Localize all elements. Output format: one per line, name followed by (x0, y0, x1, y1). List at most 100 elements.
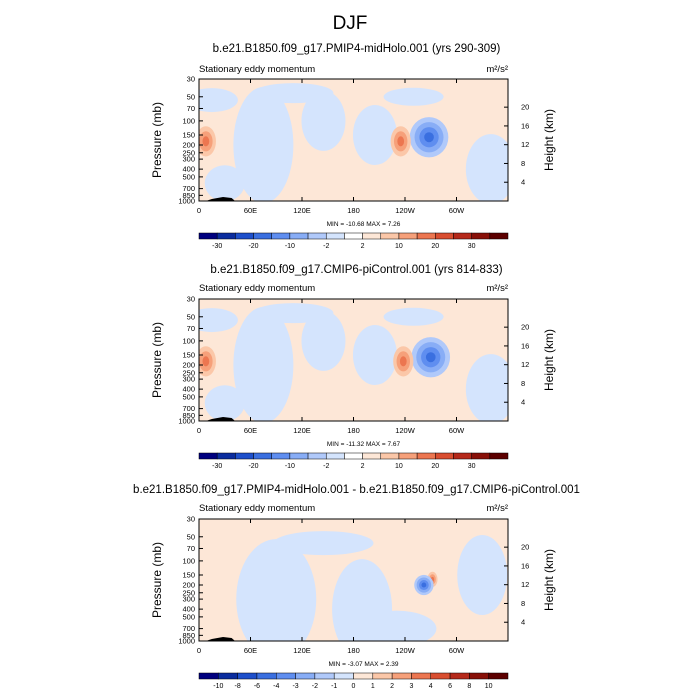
y2-tick-label: 4 (521, 398, 525, 407)
x-tick-label: 120W (395, 206, 416, 215)
y-tick-label: 70 (187, 324, 195, 333)
contour-field (199, 519, 508, 641)
y-tick-label: 50 (187, 92, 195, 101)
colorbar-swatch (314, 672, 335, 680)
y-axis-label: Pressure (mb) (150, 322, 164, 398)
y-tick-label: 250 (182, 368, 195, 377)
colorbar-swatch (198, 672, 219, 680)
y-tick-label: 30 (187, 515, 195, 524)
negative-region (332, 559, 393, 641)
colorbar-label: 8 (467, 683, 471, 690)
colorbar-label: -2 (323, 463, 329, 470)
negative-region (356, 610, 437, 641)
colorbar-swatch (333, 672, 354, 680)
negative-region (204, 385, 245, 421)
colorbar: -10 -8 -6 -4 -3 -2 -1 0 1 2 3 4 6 8 10 (198, 672, 509, 690)
colorbar-swatch (216, 452, 236, 460)
colorbar-label: 30 (468, 463, 476, 470)
colorbar-label: -20 (248, 463, 258, 470)
colorbar-swatch (325, 452, 345, 460)
x-tick-label: 180 (347, 426, 360, 435)
colorbar-label: -30 (212, 243, 222, 250)
x-tick-label: 0 (197, 646, 201, 655)
x-tick-label: 0 (197, 426, 201, 435)
y-tick-label: 70 (187, 104, 195, 113)
panel-1: b.e21.B1850.f09_g17.PMIP4-midHolo.001 (y… (150, 43, 556, 250)
colorbar-swatch (276, 672, 296, 680)
min-max-stats: MIN = -10.68 MAX = 7.26 (327, 221, 401, 228)
colorbar-swatch (430, 672, 451, 680)
y-tick-label: 850 (182, 631, 195, 640)
y-tick-label: 200 (182, 361, 195, 370)
colorbar-swatch (235, 452, 254, 460)
colorbar-swatch (449, 672, 470, 680)
negative-region (383, 87, 444, 106)
colorbar-label: 4 (429, 683, 433, 690)
panel-3: b.e21.B1850.f09_g17.PMIP4-midHolo.001 - … (133, 484, 580, 690)
x-tick-label: 60E (244, 646, 257, 655)
negative-extremum (421, 582, 427, 588)
colorbar-label: 10 (395, 243, 403, 250)
colorbar-swatch (216, 232, 236, 240)
y2-tick-label: 8 (521, 159, 525, 168)
panel-title: b.e21.B1850.f09_g17.PMIP4-midHolo.001 (y… (213, 43, 501, 55)
colorbar-swatch (198, 232, 218, 240)
positive-extremum (202, 136, 210, 147)
colorbar-label: 10 (485, 683, 493, 690)
colorbar-label: 20 (431, 243, 439, 250)
topography (205, 417, 236, 421)
positive-extremum (202, 356, 210, 367)
colorbar-swatch (198, 452, 218, 460)
negative-region (199, 308, 238, 333)
y2-tick-label: 12 (521, 360, 529, 369)
colorbar-label: -10 (285, 463, 295, 470)
colorbar-swatch (469, 672, 489, 680)
colorbar-label: 30 (468, 243, 476, 250)
panel-2: b.e21.B1850.f09_g17.CMIP6-piControl.001 … (150, 264, 556, 470)
colorbar-swatch (307, 232, 327, 240)
y-tick-label: 400 (182, 165, 195, 174)
negative-region (301, 310, 346, 371)
y-tick-label: 850 (182, 191, 195, 200)
colorbar-swatch (391, 672, 412, 680)
y-tick-label: 50 (187, 312, 195, 321)
colorbar-swatch (398, 232, 418, 240)
x-tick-label: 120W (395, 646, 416, 655)
negative-region (204, 165, 245, 201)
negative-region (457, 534, 508, 615)
negative-region (352, 324, 397, 385)
x-tick-label: 0 (197, 206, 201, 215)
colorbar-label: 2 (361, 463, 365, 470)
y2-axis-label: Height (km) (542, 549, 556, 611)
y2-tick-label: 12 (521, 140, 529, 149)
colorbar-swatch (471, 452, 491, 460)
colorbar-swatch (372, 672, 393, 680)
colorbar-swatch (411, 672, 431, 680)
y-tick-label: 150 (182, 350, 195, 359)
negative-region (253, 83, 334, 104)
y-tick-label: 1000 (178, 637, 195, 646)
colorbar-swatch (237, 672, 258, 680)
y-tick-label: 500 (182, 392, 195, 401)
y-tick-label: 200 (182, 581, 195, 590)
panel-units: m²/s² (486, 64, 508, 75)
positive-extremum (399, 356, 407, 367)
colorbar-swatch (453, 232, 472, 240)
negative-extremum (424, 132, 434, 143)
y-tick-label: 150 (182, 130, 195, 139)
y-tick-label: 1000 (178, 417, 195, 426)
colorbar-label: -8 (235, 683, 241, 690)
colorbar-label: -2 (323, 243, 329, 250)
colorbar-label: -10 (285, 243, 295, 250)
negative-region (301, 90, 346, 151)
colorbar-swatch (271, 232, 291, 240)
negative-region (233, 87, 294, 201)
panel-title: b.e21.B1850.f09_g17.PMIP4-midHolo.001 - … (133, 484, 580, 496)
y-axis-label: Pressure (mb) (150, 542, 164, 618)
y2-tick-label: 20 (521, 323, 529, 332)
y-tick-label: 250 (182, 588, 195, 597)
colorbar-swatch (362, 452, 382, 460)
y-tick-label: 700 (182, 184, 195, 193)
y2-tick-label: 8 (521, 379, 525, 388)
colorbar-label: 6 (448, 683, 452, 690)
